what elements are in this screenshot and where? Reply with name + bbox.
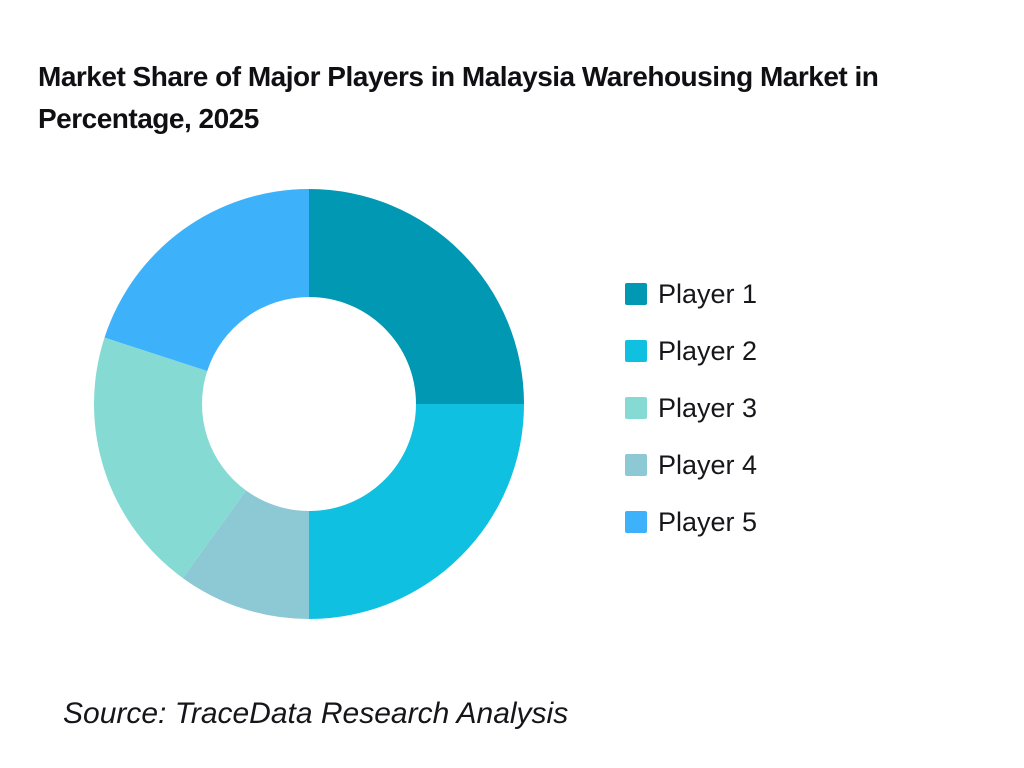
chart-title-line-1: Market Share of Major Players in Malaysi… [38, 61, 879, 92]
legend-swatch-player-4 [625, 454, 647, 476]
legend-swatch-player-1 [625, 283, 647, 305]
donut-segment-player-4 [182, 490, 309, 619]
legend-item-player-4: Player 4 [625, 450, 758, 480]
chart-title: Market Share of Major Players in Malaysi… [38, 56, 879, 140]
legend-item-player-2: Player 2 [625, 336, 758, 366]
legend-item-label: Player 5 [658, 507, 758, 537]
legend-item-player-1: Player 1 [625, 279, 758, 309]
chart-title-line-2: Percentage, 2025 [38, 103, 259, 134]
legend-item-player-5: Player 5 [625, 507, 758, 537]
legend-item-label: Player 4 [658, 450, 758, 480]
chart-legend: Player 1 Player 2 Player 3 Player 4 Play… [625, 279, 758, 537]
legend-swatch-player-5 [625, 511, 647, 533]
donut-segment-player-2 [309, 404, 524, 619]
source-note: Source: TraceData Research Analysis [63, 697, 569, 730]
legend-item-label: Player 3 [658, 393, 758, 423]
donut-segment-player-3 [93, 337, 247, 578]
donut-segment-player-1 [309, 189, 524, 404]
legend-swatch-player-3 [625, 397, 647, 419]
legend-item-label: Player 2 [658, 336, 758, 366]
legend-item-label: Player 1 [658, 279, 758, 309]
donut-segment-player-5 [104, 189, 310, 371]
legend-swatch-player-2 [625, 340, 647, 362]
legend-item-player-3: Player 3 [625, 393, 758, 423]
